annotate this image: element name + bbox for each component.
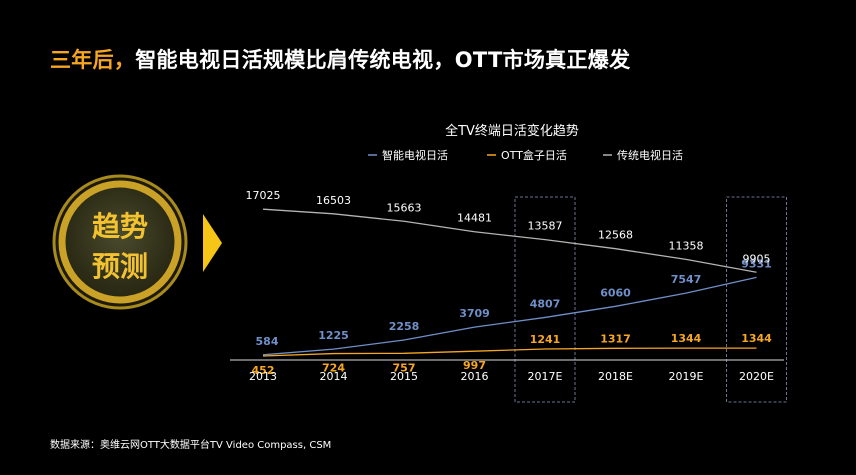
chart-title: 全TV终端日活变化趋势: [445, 123, 579, 139]
data-label: 724: [322, 362, 345, 375]
headline-rest: 智能电视日活规模比肩传统电视，OTT市场真正爆发: [135, 48, 631, 72]
data-label: 1344: [741, 332, 772, 345]
badge-line2: 预测: [92, 250, 148, 283]
legend-label: 传统电视日活: [617, 148, 683, 162]
data-label: 4807: [530, 297, 561, 310]
data-label: 13587: [528, 220, 563, 233]
legend-label: 智能电视日活: [382, 148, 448, 162]
series-line-0: [262, 276, 757, 356]
series-line-2: [262, 208, 757, 273]
data-label: 17025: [246, 189, 281, 202]
badge-line1: 趋势: [92, 210, 148, 243]
headline: 三年后，智能电视日活规模比肩传统电视，OTT市场真正爆发: [50, 44, 630, 74]
data-label: 1241: [530, 333, 561, 346]
series-lines: [262, 208, 757, 357]
x-tick-label: 2015: [390, 370, 418, 383]
data-label: 11358: [669, 239, 704, 252]
data-label: 15663: [387, 201, 422, 214]
legend-item-2: 传统电视日活: [603, 148, 683, 162]
data-label: 757: [393, 361, 416, 374]
series-line-1: [262, 347, 757, 357]
highlight-boxes: [514, 196, 787, 403]
data-label: 3709: [459, 307, 490, 320]
x-tick-label: 2017E: [528, 370, 563, 383]
highlight-box-2020E: [726, 196, 787, 403]
data-label: 584: [256, 335, 279, 348]
legend-label: OTT盒子日活: [501, 148, 567, 162]
data-label: 16503: [316, 194, 351, 207]
trend-badge: 趋势 预测: [52, 174, 222, 310]
data-label: 7547: [671, 273, 702, 286]
data-label: 1344: [671, 332, 702, 345]
headline-accent: 三年后，: [50, 48, 136, 72]
x-tick-label: 2013: [249, 370, 277, 383]
data-label: 9905: [743, 252, 771, 265]
data-label: 1225: [318, 329, 349, 342]
data-label: 452: [252, 364, 275, 377]
highlight-box-2017E: [514, 196, 576, 403]
legend-item-1: OTT盒子日活: [487, 148, 567, 162]
x-tick-label: 2020E: [739, 370, 774, 383]
data-label: 6060: [600, 286, 631, 299]
data-label: 12568: [598, 229, 633, 242]
legend-item-0: 智能电视日活: [368, 148, 448, 162]
data-labels: 584 1225 2258 3709 4807 6060 7547 9331 452 724 757…: [246, 189, 773, 377]
data-label: 1317: [600, 332, 631, 345]
x-tick-label: 2019E: [669, 370, 704, 383]
x-tick-label: 2018E: [598, 370, 633, 383]
data-source: 数据来源：奥维云网OTT大数据平台TV Video Compass, CSM: [50, 440, 332, 451]
data-label: 2258: [389, 320, 420, 333]
legend: 智能电视日活 OTT盒子日活 传统电视日活: [368, 148, 683, 162]
badge-inner-ring: [58, 180, 182, 304]
badge-arrow-icon: [203, 214, 222, 272]
data-label: 14481: [457, 212, 492, 225]
x-tick-label: 2016: [461, 370, 489, 383]
x-tick-label: 2014: [320, 370, 348, 383]
data-label: 9331: [741, 257, 772, 270]
x-axis-ticks: 2013 2014 2015 2016 2017E 2018E 2019E 2020E: [249, 370, 774, 383]
data-label: 997: [463, 359, 486, 372]
